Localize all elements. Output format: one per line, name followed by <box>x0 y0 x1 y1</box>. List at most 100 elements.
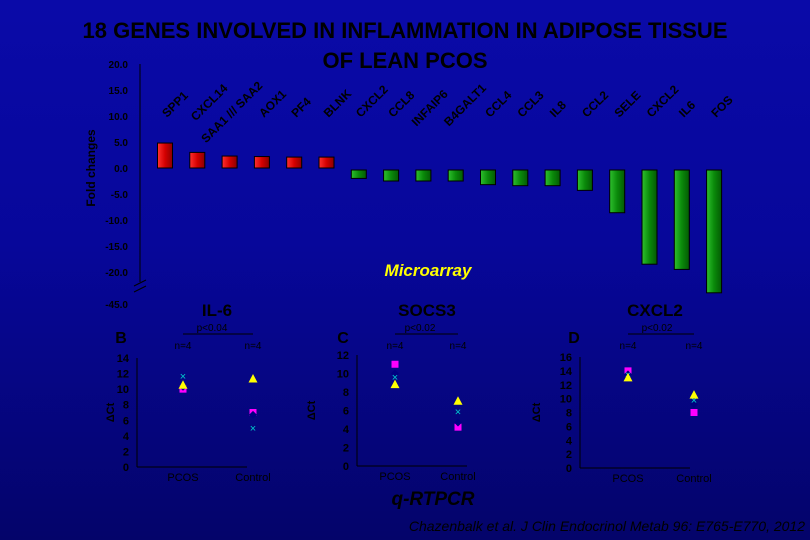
y-tick-label: 4 <box>566 435 573 447</box>
axis-break-mark <box>133 279 147 287</box>
marker-diamond <box>690 400 698 409</box>
y-axis-label: Fold changes <box>84 129 98 207</box>
y-tick-label: 14 <box>117 353 130 365</box>
y-tick-label: 10 <box>337 369 349 381</box>
panel-title: IL-6 <box>202 301 232 320</box>
y-tick-label: 15.0 <box>109 86 129 97</box>
panel-letter: D <box>568 330 580 347</box>
bar-aox1 <box>253 156 270 169</box>
y-tick-label: 2 <box>566 449 572 461</box>
category-label: SELE <box>611 88 643 120</box>
marker-diamond <box>249 410 257 419</box>
bar-spp1 <box>157 142 173 169</box>
group-n: n=4 <box>620 341 637 352</box>
category-label: CCL3 <box>515 88 547 120</box>
marker-triangle <box>689 390 699 399</box>
y-tick-label: 0.0 <box>114 164 128 175</box>
y-tick-label: 2 <box>123 446 129 458</box>
category-label: CXCL2 <box>644 82 682 120</box>
axis-break-mark <box>133 285 147 293</box>
y-tick-label: 10 <box>117 384 129 396</box>
panel-letter: C <box>337 330 349 347</box>
bar-infaip6 <box>415 169 432 182</box>
panel-title: CXCL2 <box>627 301 683 320</box>
marker-square <box>454 423 462 431</box>
y-tick-label: 12 <box>337 350 349 362</box>
category-label: PF4 <box>288 94 314 120</box>
group-label: PCOS <box>167 472 198 484</box>
y-tick-label: 10.0 <box>109 112 129 123</box>
group-label: Control <box>235 472 270 484</box>
y-tick-label: 6 <box>343 406 349 418</box>
bar-il8 <box>544 169 561 187</box>
y-tick-label: 0 <box>343 461 349 473</box>
category-label: IL6 <box>676 98 698 120</box>
bar-b4galt1 <box>447 169 464 182</box>
y-tick-label: 0 <box>566 463 572 475</box>
group-n: n=4 <box>175 341 192 352</box>
y-tick-label: 4 <box>123 431 130 443</box>
p-value: p<0.04 <box>197 323 228 334</box>
category-label: CCL2 <box>579 88 611 120</box>
marker-square <box>391 360 399 368</box>
marker-square <box>690 409 698 416</box>
category-label: B4GALT1 <box>441 81 489 129</box>
y-tick-label: 4 <box>343 424 350 436</box>
bar-pf4 <box>286 156 303 169</box>
microarray-label: Microarray <box>385 261 473 280</box>
bar-saa1-saa2 <box>221 155 238 169</box>
title-line-2: OF LEAN PCOS <box>322 48 487 73</box>
category-label: CXCL2 <box>353 82 391 120</box>
bar-sele <box>609 169 626 214</box>
category-label: BLNK <box>321 86 355 120</box>
panel-letter: B <box>115 330 127 347</box>
y-tick-label: 8 <box>566 408 572 420</box>
marker-triangle <box>453 396 463 405</box>
y-axis-label: ΔCt <box>105 402 117 422</box>
panel-b-il6: IL-6 Bp<0.04 14 12 10 8 6 4 2 0 ΔCt n=4 PCOS × n=4 Cont… <box>105 301 271 484</box>
marker-triangle <box>390 379 400 389</box>
group-n: n=4 <box>245 341 262 352</box>
panel-title: SOCS3 <box>398 301 456 320</box>
marker-triangle <box>178 380 188 389</box>
marker-triangle <box>623 372 633 382</box>
citation: Chazenbalk et al. J Clin Endocrinol Meta… <box>409 518 805 534</box>
group-n: n=4 <box>387 341 404 352</box>
marker-x: × <box>691 395 697 407</box>
group-label: Control <box>676 473 711 485</box>
y-axis-label: ΔCt <box>306 400 318 420</box>
group-n: n=4 <box>686 341 703 352</box>
group-label: PCOS <box>379 471 410 483</box>
y-tick-label: 6 <box>123 415 129 427</box>
y-tick-label: 6 <box>566 421 572 433</box>
marker-x: × <box>250 423 256 435</box>
bar-blnk <box>318 156 335 169</box>
y-tick-label: 14 <box>560 366 573 378</box>
y-tick-label: 8 <box>123 400 129 412</box>
marker-diamond <box>391 369 399 378</box>
marker-diamond <box>454 418 462 427</box>
bar-ccl8 <box>383 169 400 182</box>
y-tick-label: 20.0 <box>109 60 129 71</box>
y-tick-label: 2 <box>343 443 349 455</box>
bar-ccl3 <box>512 169 529 187</box>
y-tick-label: -45.0 <box>105 300 128 311</box>
y-tick-label: -15.0 <box>105 242 128 253</box>
marker-x: × <box>392 372 398 384</box>
marker-triangle <box>248 374 258 383</box>
y-tick-label: 16 <box>560 352 572 364</box>
bar-cxcl2 <box>350 169 367 179</box>
group-label: PCOS <box>612 473 643 485</box>
title-line-1: 18 GENES INVOLVED IN INFLAMMATION IN ADI… <box>83 18 728 43</box>
qrtpcr-label: q-RTPCR <box>391 489 474 510</box>
bar-ccl4 <box>480 169 496 186</box>
y-tick-label: -20.0 <box>105 268 128 279</box>
marker-x: × <box>455 406 461 418</box>
bar-ccl2 <box>576 169 593 191</box>
y-tick-label: -10.0 <box>105 216 128 227</box>
panel-d-cxcl2: CXCL2 Dp<0.02 16 14 12 10 86 4 2 0 ΔCt n=4 PCOS × n=4 C… <box>531 301 712 485</box>
microarray-chart: 20.0 15.0 10.0 5.0 0.0 -5.0 -10.0 -15.0 -20.0 -45… <box>84 60 736 311</box>
y-tick-label: 12 <box>560 380 572 392</box>
y-tick-label: 10 <box>560 394 572 406</box>
